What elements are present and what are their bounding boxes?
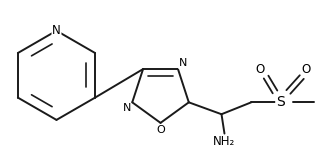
Text: N: N	[122, 103, 131, 113]
Text: O: O	[255, 63, 265, 76]
Text: O: O	[156, 125, 165, 135]
Text: S: S	[277, 95, 285, 109]
Text: N: N	[179, 58, 187, 68]
Text: N: N	[52, 24, 61, 37]
Text: O: O	[301, 63, 311, 76]
Text: NH₂: NH₂	[213, 135, 235, 148]
Text: S: S	[318, 102, 319, 103]
